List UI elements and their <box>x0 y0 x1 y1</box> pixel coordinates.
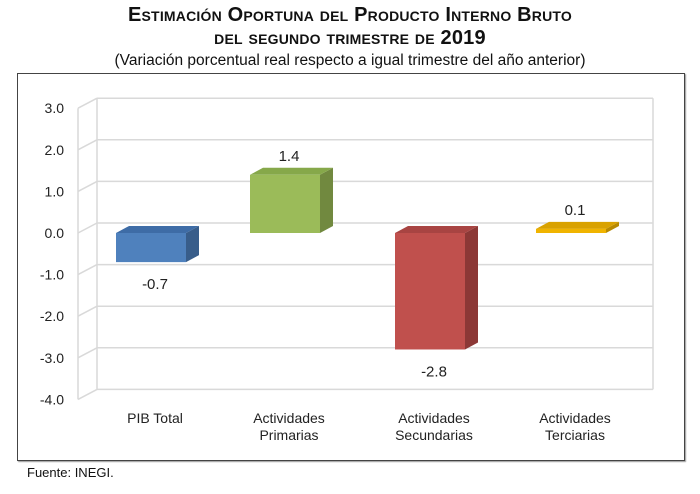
bar-side <box>465 226 478 350</box>
bar <box>250 174 320 233</box>
data-label: 1.4 <box>279 148 300 165</box>
y-tick-label: 3.0 <box>45 100 65 116</box>
bar-side <box>186 226 199 263</box>
category-label: Actividades <box>539 410 611 426</box>
category-label: Primarias <box>259 427 318 443</box>
y-tick-label: -4.0 <box>40 391 64 407</box>
category-label: Terciarias <box>545 427 605 443</box>
y-tick-label: -3.0 <box>40 350 64 366</box>
gridline-side <box>77 139 98 151</box>
gridline-side <box>77 347 98 359</box>
data-label: -0.7 <box>142 276 168 293</box>
gridline-side <box>77 388 98 401</box>
chart-subtitle: (Variación porcentual real respecto a ig… <box>114 52 586 69</box>
bar-top <box>536 221 619 229</box>
category-label: Actividades <box>398 410 470 426</box>
y-tick-label: 2.0 <box>45 142 65 158</box>
gridline-side <box>77 222 98 234</box>
gridline-side <box>77 305 98 317</box>
category-label: PIB Total <box>127 410 183 426</box>
bar-side <box>320 167 333 233</box>
gridline-side <box>77 180 98 193</box>
chart-title-line2: del segundo trimestre de 2019 <box>214 27 486 49</box>
chart-title-line1: Estimación Oportuna del Producto Interno… <box>127 4 573 26</box>
gridline-side <box>77 263 98 276</box>
bar <box>536 228 606 233</box>
y-tick-label: 0.0 <box>45 225 65 241</box>
gridline-side <box>77 97 98 109</box>
bar-side <box>606 221 619 233</box>
bar-top <box>116 226 199 233</box>
y-tick-label: -1.0 <box>40 267 64 283</box>
data-label: 0.1 <box>565 202 586 219</box>
bar-top <box>250 167 333 175</box>
chart-frame <box>17 73 685 461</box>
source-note: Fuente: INEGI. <box>27 465 114 480</box>
bar-top <box>395 226 478 233</box>
bar <box>395 233 465 350</box>
category-label: Actividades <box>253 410 325 426</box>
category-label: Secundarias <box>395 427 473 443</box>
bar <box>116 233 186 263</box>
y-tick-label: -2.0 <box>40 308 64 324</box>
data-label: -2.8 <box>421 363 447 380</box>
y-tick-label: 1.0 <box>45 183 65 199</box>
